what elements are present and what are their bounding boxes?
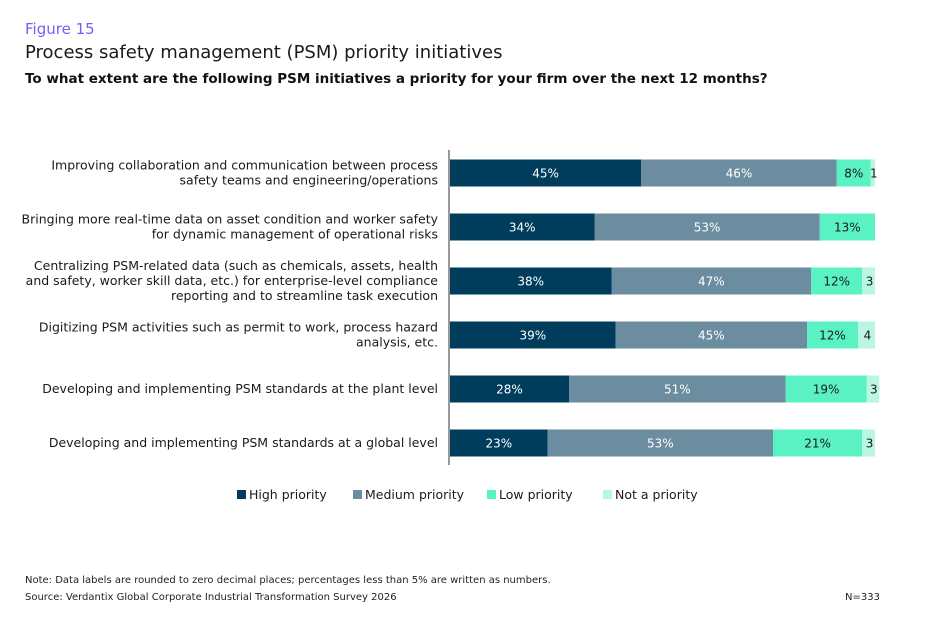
data-label: 38% <box>517 275 544 289</box>
data-label: 3 <box>866 437 874 451</box>
bar-segment <box>862 429 875 457</box>
chart-source: Source: Verdantix Global Corporate Indus… <box>25 592 397 603</box>
legend-label: Low priority <box>499 487 573 502</box>
bar-segment <box>569 375 786 403</box>
legend-label: High priority <box>249 487 327 502</box>
category-label: Digitizing PSM activities such as permit… <box>39 320 438 335</box>
bar-segment <box>450 375 569 403</box>
chart-note: Note: Data labels are rounded to zero de… <box>25 575 551 586</box>
data-label: 4 <box>864 329 872 343</box>
data-label: 21% <box>804 437 831 451</box>
category-label: and safety, worker skill data, etc.) for… <box>26 273 439 288</box>
bar-segment <box>450 159 642 187</box>
data-label: 46% <box>726 167 753 181</box>
data-label: 23% <box>486 437 513 451</box>
bar-segment <box>870 159 875 187</box>
data-label: 12% <box>819 329 846 343</box>
chart-subtitle: To what extent are the following PSM ini… <box>25 71 768 87</box>
bar-segment <box>611 267 812 295</box>
data-label: 8% <box>844 167 863 181</box>
data-label: 3 <box>866 275 874 289</box>
bar-segment <box>450 213 595 241</box>
bar-segment <box>450 267 612 295</box>
bar-segment <box>866 375 880 403</box>
category-label: Bringing more real-time data on asset co… <box>22 212 439 227</box>
category-label: for dynamic management of operational ri… <box>152 227 438 242</box>
legend-label: Medium priority <box>365 487 465 502</box>
data-label: 12% <box>823 275 850 289</box>
legend-swatch <box>487 490 496 499</box>
data-label: 45% <box>698 329 725 343</box>
data-label: 53% <box>647 437 674 451</box>
bar-segment <box>862 267 875 295</box>
category-label: Centralizing PSM-related data (such as c… <box>34 258 438 273</box>
legend-swatch <box>237 490 246 499</box>
bar-segment <box>811 267 863 295</box>
category-label: reporting and to streamline task executi… <box>171 288 438 303</box>
bar-segment <box>836 159 871 187</box>
category-label: analysis, etc. <box>356 335 438 350</box>
bar-segment <box>641 159 837 187</box>
category-label: Developing and implementing PSM standard… <box>42 381 438 396</box>
data-label: 51% <box>664 383 691 397</box>
data-label: 1 <box>870 167 878 181</box>
bar-segment <box>785 375 867 403</box>
category-label: Developing and implementing PSM standard… <box>49 435 438 450</box>
legend-swatch <box>603 490 612 499</box>
bar-segment <box>773 429 863 457</box>
data-label: 47% <box>698 275 725 289</box>
legend-label: Not a priority <box>615 487 698 502</box>
bar-segment <box>594 213 820 241</box>
category-label: Improving collaboration and communicatio… <box>51 158 438 173</box>
data-label: 34% <box>509 221 536 235</box>
data-label: 3 <box>870 383 878 397</box>
bar-segment <box>450 429 548 457</box>
sample-size: N=333 <box>845 592 880 603</box>
chart-title: Process safety management (PSM) priority… <box>25 42 503 63</box>
data-label: 19% <box>813 383 840 397</box>
bar-segment <box>450 321 616 349</box>
data-label: 45% <box>532 167 559 181</box>
data-label: 13% <box>834 221 861 235</box>
data-label: 53% <box>694 221 721 235</box>
bar-segment <box>819 213 875 241</box>
legend-swatch <box>353 490 362 499</box>
bar-segment <box>807 321 858 349</box>
bar-segment <box>547 429 773 457</box>
data-label: 28% <box>496 383 523 397</box>
figure-label: Figure 15 <box>25 20 95 38</box>
bar-segment <box>615 321 807 349</box>
bar-segment <box>858 321 875 349</box>
data-label: 39% <box>520 329 547 343</box>
category-label: safety teams and engineering/operations <box>180 173 438 188</box>
